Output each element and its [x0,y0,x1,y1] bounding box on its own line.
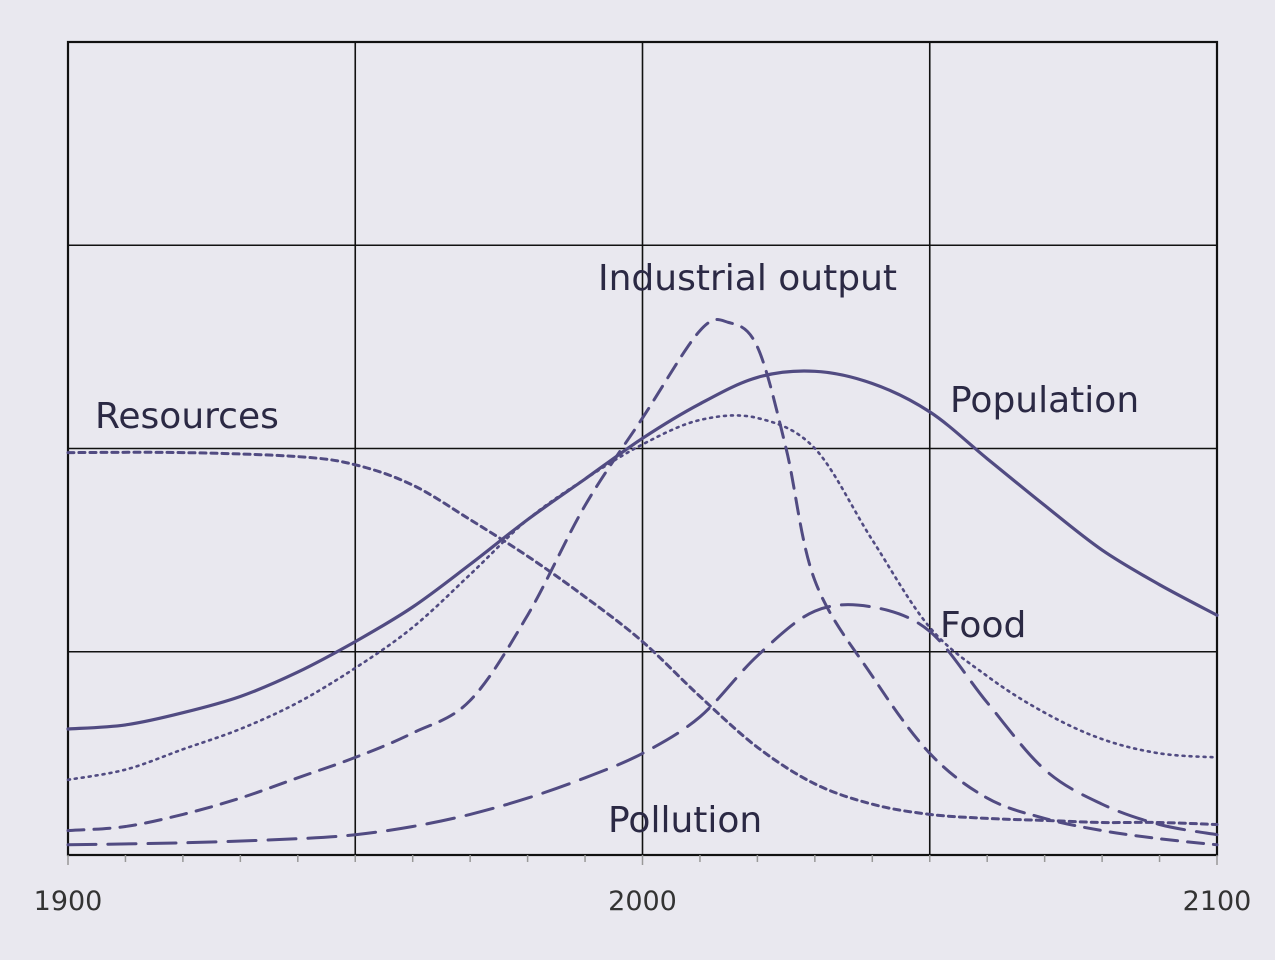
series-line-pollution [66,603,1219,847]
x-tick-label: 2100 [1183,886,1252,917]
series-label-population: Population [950,380,1139,421]
series-labels: Resources Industrial output Population Food… [95,258,1139,841]
series-label-pollution: Pollution [608,800,762,841]
x-tick-label: 1900 [34,886,103,917]
grid [66,40,1219,857]
series-label-food: Food [940,605,1026,646]
series-line-resources [66,450,1219,826]
series-line-population [66,369,1219,731]
series-lines [66,318,1219,847]
series-line-industrial-output [66,318,1219,847]
x-tick-label: 2000 [608,886,677,917]
series-line-food [66,414,1219,782]
x-axis: 1900 2000 2100 [34,855,1252,917]
series-label-industrial-output: Industrial output [598,258,897,299]
series-label-resources: Resources [95,396,279,437]
